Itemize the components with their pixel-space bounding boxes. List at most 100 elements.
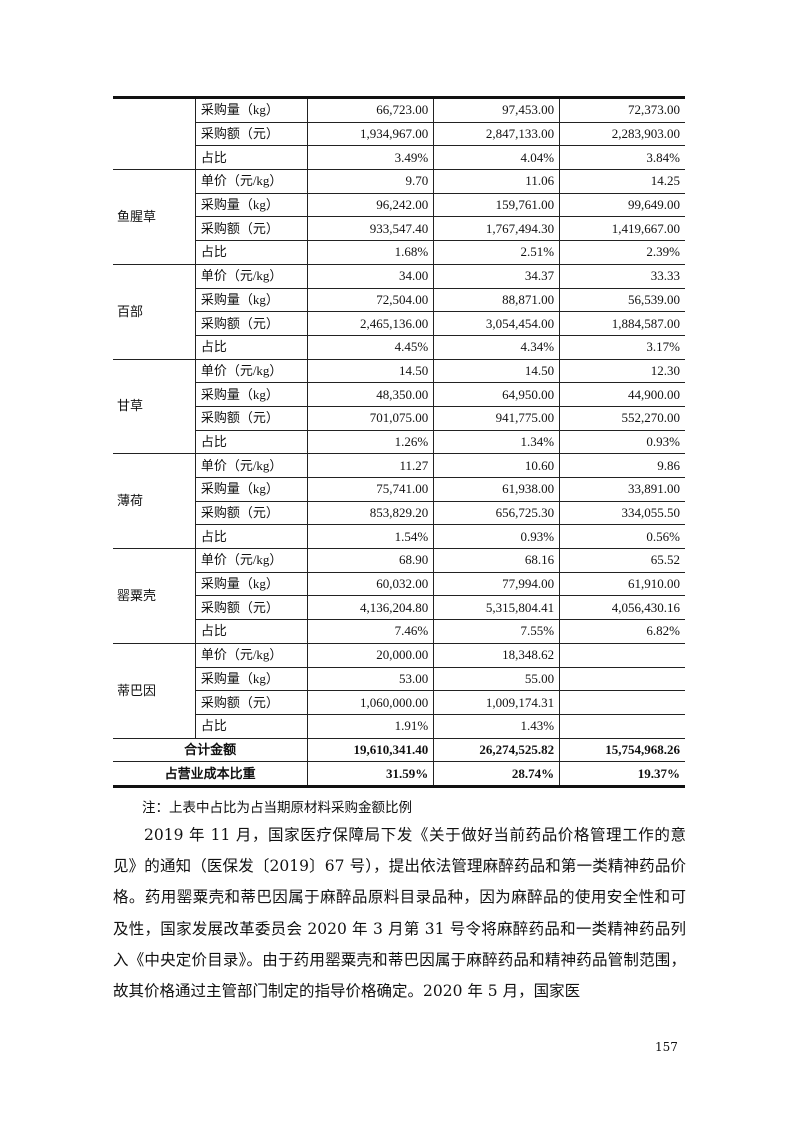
value-cell: 2,847,133.00	[433, 121, 561, 147]
table-row: 采购额（元） 2,465,136.00 3,054,454.00 1,884,587.…	[113, 311, 685, 336]
value-cell	[559, 642, 685, 668]
value-cell: 68.16	[433, 548, 561, 573]
value-cell: 2.39%	[559, 240, 685, 265]
value-cell: 44,900.00	[559, 382, 685, 407]
value-cell: 941,775.00	[433, 405, 561, 431]
value-cell: 1,009,174.31	[433, 690, 561, 715]
value-cell: 53.00	[307, 666, 435, 692]
total-label: 占营业成本比重	[113, 761, 309, 787]
value-cell: 3.17%	[559, 334, 685, 360]
value-cell: 72,373.00	[559, 97, 685, 123]
value-cell: 34.00	[307, 263, 435, 289]
value-cell: 18,348.62	[433, 642, 561, 668]
value-cell: 4.34%	[433, 334, 561, 360]
body-paragraph: 2019 年 11 月，国家医疗保障局下发《关于做好当前药品价格管理工作的意见》…	[113, 826, 686, 1001]
total-row: 占营业成本比重 31.59% 28.74% 19.37%	[113, 761, 685, 787]
value-cell: 96,242.00	[307, 192, 435, 218]
row-label: 采购量（kg）	[195, 666, 309, 692]
table-row: 采购量（kg） 75,741.00 61,938.00 33,891.00	[113, 477, 685, 502]
total-value: 15,754,968.26	[559, 737, 685, 763]
row-label: 采购量（kg）	[195, 287, 309, 313]
table-row: 占比 4.45% 4.34% 3.17%	[113, 334, 685, 360]
group-name: 罂粟壳	[113, 548, 196, 644]
row-label: 单价（元/kg）	[194, 642, 309, 668]
total-row: 合计金额 19,610,341.40 26,274,525.82 15,754,968…	[113, 737, 685, 763]
value-cell: 3,054,454.00	[433, 311, 561, 336]
table-row: 百部 单价（元/kg） 34.00 34.37 33.33	[113, 263, 685, 360]
table-row: 采购量（kg） 72,504.00 88,871.00 56,539.00	[113, 287, 685, 313]
value-cell: 334,055.50	[559, 500, 685, 526]
row-label: 采购额（元）	[195, 121, 309, 147]
value-cell: 1.91%	[307, 713, 435, 739]
value-cell: 853,829.20	[307, 500, 435, 526]
value-cell: 933,547.40	[307, 216, 435, 242]
table-row: 罂粟壳 单价（元/kg） 68.90 68.16 65.52	[113, 548, 685, 644]
value-cell: 66,723.00	[307, 97, 435, 123]
value-cell: 2,283,903.00	[559, 121, 685, 147]
table-row: 采购额（元） 1,060,000.00 1,009,174.31	[113, 690, 685, 715]
value-cell: 55.00	[433, 666, 561, 692]
value-cell: 2,465,136.00	[307, 311, 435, 336]
row-label: 采购量（kg）	[195, 477, 309, 502]
value-cell	[559, 666, 685, 692]
value-cell: 6.82%	[559, 619, 685, 644]
row-label: 占比	[195, 145, 309, 171]
value-cell: 0.93%	[433, 524, 561, 550]
value-cell: 1.68%	[307, 240, 435, 265]
table-row: 采购额（元） 4,136,204.80 5,315,804.41 4,056,430.…	[113, 595, 685, 621]
row-label: 采购额（元）	[195, 690, 309, 715]
value-cell: 552,270.00	[559, 405, 685, 431]
row-label: 采购额（元）	[195, 595, 309, 621]
row-label: 占比	[195, 429, 309, 455]
table-row: 占比 1.68% 2.51% 2.39%	[113, 240, 685, 265]
row-label: 单价（元/kg）	[194, 358, 309, 384]
value-cell: 7.46%	[307, 619, 435, 644]
value-cell: 14.50	[433, 358, 561, 384]
total-value: 28.74%	[433, 761, 561, 787]
table-row: 采购量（kg） 66,723.00 97,453.00 72,373.00	[113, 96, 685, 171]
value-cell: 14.25	[559, 169, 685, 194]
table-row: 采购量（kg） 53.00 55.00	[113, 666, 685, 692]
value-cell: 1.43%	[433, 713, 561, 739]
row-label: 占比	[195, 524, 309, 550]
value-cell: 1.26%	[307, 429, 435, 455]
value-cell: 97,453.00	[433, 97, 561, 123]
value-cell: 77,994.00	[433, 571, 561, 597]
value-cell: 0.93%	[559, 429, 685, 455]
group-name: 薄荷	[113, 453, 196, 550]
total-value: 31.59%	[307, 761, 435, 787]
table-row: 占比 3.49% 4.04% 3.84%	[113, 145, 685, 171]
value-cell: 65.52	[559, 548, 685, 573]
value-cell: 656,725.30	[433, 500, 561, 526]
table-row: 鱼腥草 单价（元/kg） 9.70 11.06 14.25	[113, 169, 685, 265]
row-label: 采购额（元）	[195, 216, 309, 242]
table-row: 占比 1.91% 1.43%	[113, 713, 685, 739]
value-cell: 4.45%	[307, 334, 435, 360]
value-cell: 1,934,967.00	[307, 121, 435, 147]
table-row: 采购额（元） 933,547.40 1,767,494.30 1,419,667.00	[113, 216, 685, 242]
total-value: 19.37%	[559, 761, 685, 787]
row-label: 占比	[195, 240, 309, 265]
row-label: 采购量（kg）	[195, 192, 309, 218]
row-label: 单价（元/kg）	[194, 453, 309, 478]
total-label: 合计金额	[113, 737, 309, 763]
value-cell: 61,910.00	[559, 571, 685, 597]
value-cell: 701,075.00	[307, 405, 435, 431]
value-cell: 34.37	[433, 263, 561, 289]
value-cell: 99,649.00	[559, 192, 685, 218]
value-cell: 3.84%	[559, 145, 685, 171]
row-label: 单价（元/kg）	[194, 263, 309, 289]
value-cell: 12.30	[559, 358, 685, 384]
value-cell: 1,060,000.00	[307, 690, 435, 715]
page-number: 157	[655, 1040, 678, 1054]
row-label: 采购量（kg）	[195, 571, 309, 597]
table-row: 采购量（kg） 96,242.00 159,761.00 99,649.00	[113, 192, 685, 218]
table-row: 采购量（kg） 48,350.00 64,950.00 44,900.00	[113, 382, 685, 407]
value-cell: 75,741.00	[307, 477, 435, 502]
table-row: 采购额（元） 701,075.00 941,775.00 552,270.00	[113, 405, 685, 431]
row-label: 占比	[195, 619, 309, 644]
table-row: 采购额（元） 1,934,967.00 2,847,133.00 2,283,903.…	[113, 121, 685, 147]
table-note: 注：上表中占比为占当期原材料采购金额比例	[142, 800, 412, 816]
table-row: 甘草 单价（元/kg） 14.50 14.50 12.30	[113, 358, 685, 455]
